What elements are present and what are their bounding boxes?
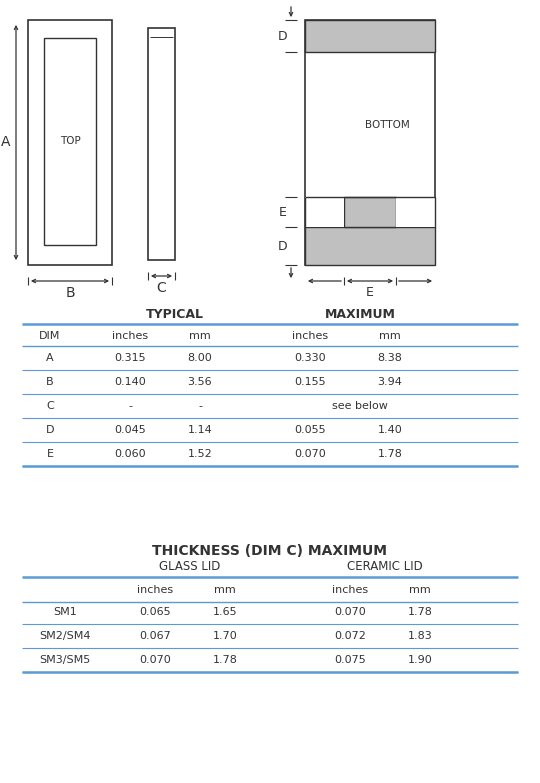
Text: inches: inches bbox=[137, 585, 173, 595]
Bar bbox=[305, 227, 435, 265]
Text: THICKNESS (DIM C) MAXIMUM: THICKNESS (DIM C) MAXIMUM bbox=[152, 544, 388, 558]
Text: 1.52: 1.52 bbox=[187, 449, 212, 459]
Text: 0.055: 0.055 bbox=[294, 425, 326, 435]
Text: D: D bbox=[278, 240, 288, 252]
Text: -: - bbox=[198, 401, 202, 411]
Bar bbox=[344, 197, 396, 227]
Bar bbox=[44, 38, 96, 245]
Text: 8.00: 8.00 bbox=[187, 353, 212, 363]
Text: 1.90: 1.90 bbox=[408, 655, 433, 665]
Bar bbox=[396, 197, 435, 227]
Text: GLASS LID: GLASS LID bbox=[159, 561, 221, 573]
Text: CERAMIC LID: CERAMIC LID bbox=[347, 561, 423, 573]
Text: 0.072: 0.072 bbox=[334, 631, 366, 641]
Text: 1.65: 1.65 bbox=[213, 607, 237, 617]
Text: mm: mm bbox=[214, 585, 236, 595]
Text: 8.38: 8.38 bbox=[377, 353, 402, 363]
Text: 3.94: 3.94 bbox=[377, 377, 402, 387]
Text: 1.78: 1.78 bbox=[213, 655, 238, 665]
Text: 0.070: 0.070 bbox=[139, 655, 171, 665]
Text: see below: see below bbox=[332, 401, 388, 411]
Bar bbox=[28, 20, 112, 265]
Text: C: C bbox=[46, 401, 54, 411]
Text: mm: mm bbox=[379, 331, 401, 341]
Text: 0.060: 0.060 bbox=[114, 449, 146, 459]
Text: BOTTOM: BOTTOM bbox=[364, 120, 409, 129]
Text: 1.70: 1.70 bbox=[213, 631, 238, 641]
Text: 0.045: 0.045 bbox=[114, 425, 146, 435]
Bar bbox=[148, 28, 175, 260]
Text: A: A bbox=[1, 135, 11, 150]
Bar bbox=[305, 20, 435, 265]
Text: E: E bbox=[366, 287, 374, 300]
Text: 1.78: 1.78 bbox=[377, 449, 402, 459]
Text: 1.83: 1.83 bbox=[408, 631, 433, 641]
Bar bbox=[305, 20, 435, 52]
Text: 0.140: 0.140 bbox=[114, 377, 146, 387]
Text: 0.070: 0.070 bbox=[294, 449, 326, 459]
Text: SM2/SM4: SM2/SM4 bbox=[39, 631, 91, 641]
Text: C: C bbox=[157, 281, 166, 295]
Text: E: E bbox=[279, 205, 287, 218]
Text: 0.075: 0.075 bbox=[334, 655, 366, 665]
Text: SM1: SM1 bbox=[53, 607, 77, 617]
Text: E: E bbox=[46, 449, 53, 459]
Text: D: D bbox=[278, 30, 288, 42]
Text: D: D bbox=[46, 425, 54, 435]
Text: SM3/SM5: SM3/SM5 bbox=[39, 655, 91, 665]
Text: 1.40: 1.40 bbox=[377, 425, 402, 435]
Text: 3.56: 3.56 bbox=[188, 377, 212, 387]
Text: 1.14: 1.14 bbox=[187, 425, 212, 435]
Text: A: A bbox=[46, 353, 54, 363]
Text: 0.065: 0.065 bbox=[139, 607, 171, 617]
Text: 1.78: 1.78 bbox=[408, 607, 433, 617]
Bar bbox=[305, 197, 344, 227]
Text: inches: inches bbox=[292, 331, 328, 341]
Text: 0.070: 0.070 bbox=[334, 607, 366, 617]
Text: B: B bbox=[65, 286, 75, 300]
Text: 0.155: 0.155 bbox=[294, 377, 326, 387]
Text: mm: mm bbox=[189, 331, 211, 341]
Text: 0.315: 0.315 bbox=[114, 353, 146, 363]
Text: inches: inches bbox=[112, 331, 148, 341]
Text: TYPICAL: TYPICAL bbox=[146, 308, 204, 320]
Text: TOP: TOP bbox=[59, 136, 80, 146]
Text: 0.067: 0.067 bbox=[139, 631, 171, 641]
Text: 0.330: 0.330 bbox=[294, 353, 326, 363]
Text: B: B bbox=[46, 377, 54, 387]
Text: MAXIMUM: MAXIMUM bbox=[325, 308, 395, 320]
Text: DIM: DIM bbox=[39, 331, 60, 341]
Text: -: - bbox=[128, 401, 132, 411]
Text: mm: mm bbox=[409, 585, 431, 595]
Text: inches: inches bbox=[332, 585, 368, 595]
